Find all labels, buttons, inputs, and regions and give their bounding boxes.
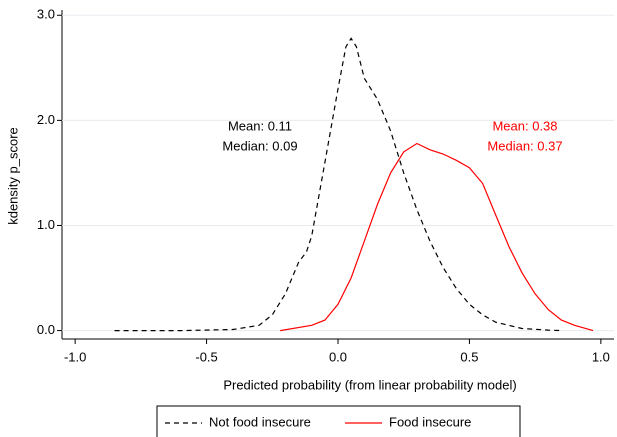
legend-label: Not food insecure [209,414,311,429]
density-line [114,37,562,332]
annotation: Median: 0.09 [222,138,297,153]
x-axis-title: Predicted probability (from linear proba… [223,377,516,392]
annotation: Mean: 0.38 [492,118,557,133]
x-tick-label: -0.5 [195,349,217,364]
x-tick-label: 0.0 [329,349,347,364]
y-tick-label: 0.0 [37,322,55,337]
legend-label: Food insecure [389,414,471,429]
legend-box [156,405,521,437]
x-tick-label: -1.0 [64,349,86,364]
annotation: Mean: 0.11 [228,118,292,133]
x-tick-label: 0.5 [460,349,478,364]
x-tick-label: 1.0 [592,349,610,364]
density-line [280,142,594,332]
y-tick-label: 1.0 [37,217,55,232]
y-tick-label: 2.0 [37,112,55,127]
y-axis-title: kdensity p_score [5,127,20,225]
annotation: Median: 0.37 [487,138,562,153]
y-tick-label: 3.0 [37,7,55,22]
